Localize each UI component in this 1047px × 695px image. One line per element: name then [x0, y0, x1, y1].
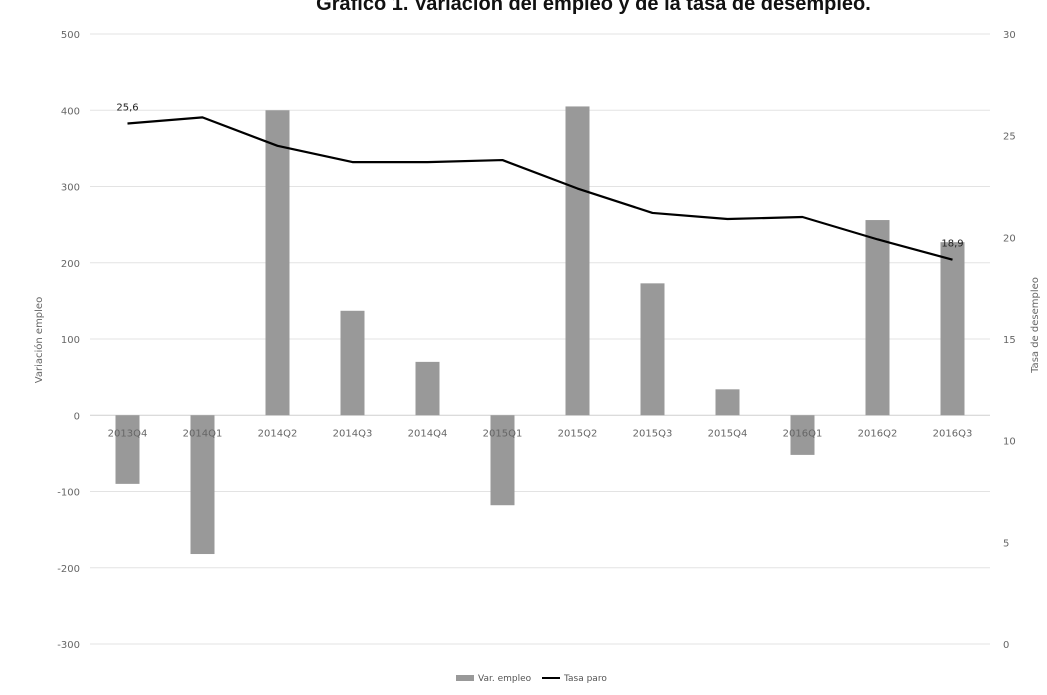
bar-2016Q3 [940, 242, 965, 416]
legend: Var. empleo Tasa paro [456, 674, 607, 684]
y-right-tick-label: 5 [1003, 538, 1009, 549]
x-tick-label: 2015Q2 [558, 428, 598, 439]
x-axis-tick-labels: 2013Q4 2014Q1 2014Q2 2014Q3 2014Q4 2015Q1 2015… [108, 428, 973, 439]
bar-2016Q1 [790, 415, 815, 455]
bar-2015Q1 [490, 415, 515, 506]
y-left-tick-label: -300 [57, 640, 80, 651]
y-axis-right-ticks: 30 25 20 15 10 5 0 [1003, 30, 1016, 651]
x-tick-label: 2014Q3 [333, 428, 373, 439]
y-right-tick-label: 10 [1003, 437, 1016, 448]
data-label: 25,6 [116, 102, 138, 113]
x-tick-label: 2014Q4 [408, 428, 448, 439]
y-left-tick-label: 400 [61, 106, 80, 117]
y-right-tick-label: 15 [1003, 335, 1016, 346]
x-tick-label: 2015Q4 [708, 428, 748, 439]
y-left-tick-label: -200 [57, 564, 80, 575]
y-right-tick-label: 0 [1003, 640, 1009, 651]
y-right-tick-label: 30 [1003, 30, 1016, 41]
line-tasa-paro [127, 116, 953, 261]
y-left-tick-label: 300 [61, 183, 80, 194]
chart-title-text: Gráfico 1. Variación del empleo y de la … [316, 0, 871, 15]
chart-title: Gráfico 1. Variación del empleo y de la … [0, 0, 1047, 22]
bar-2016Q2 [865, 220, 890, 416]
x-tick-label: 2015Q1 [483, 428, 523, 439]
y-right-tick-label: 20 [1003, 233, 1016, 244]
y-left-tick-label: 500 [61, 30, 80, 41]
y-left-tick-label: 100 [61, 335, 80, 346]
y-axis-right-title: Tasa de desempleo [1030, 277, 1041, 374]
data-labels: 25,6 18,9 [116, 102, 963, 249]
bar-2014Q1 [190, 415, 215, 555]
y-axis-left-ticks: 500 400 300 200 100 0 -100 -200 -300 [57, 30, 80, 651]
bar-2013Q4 [115, 415, 140, 484]
legend-label-var-empleo: Var. empleo [478, 674, 532, 684]
y-left-tick-label: 200 [61, 259, 80, 270]
y-right-tick-label: 25 [1003, 132, 1016, 143]
bar-series-var-empleo [115, 106, 965, 555]
legend-label-tasa-paro: Tasa paro [563, 674, 607, 684]
y-axis-left-title: Variación empleo [33, 297, 45, 383]
y-left-tick-label: -100 [57, 488, 80, 499]
x-tick-label: 2016Q2 [858, 428, 898, 439]
bar-2014Q4 [415, 361, 440, 416]
x-tick-label: 2015Q3 [633, 428, 673, 439]
bar-2014Q3 [340, 310, 365, 416]
y-left-tick-label: 0 [74, 411, 80, 422]
x-tick-label: 2013Q4 [108, 428, 148, 439]
bar-2015Q4 [715, 389, 740, 416]
bar-2014Q2 [265, 110, 290, 416]
data-label: 18,9 [941, 239, 963, 250]
line-series-tasa-paro [127, 116, 953, 261]
x-tick-label: 2014Q1 [183, 428, 223, 439]
bar-2015Q3 [640, 283, 665, 416]
gridlines [90, 33, 990, 645]
x-tick-label: 2016Q1 [783, 428, 823, 439]
x-tick-label: 2016Q3 [933, 428, 973, 439]
legend-swatch-var-empleo [456, 675, 474, 681]
bar-2015Q2 [565, 106, 590, 416]
x-tick-label: 2014Q2 [258, 428, 298, 439]
